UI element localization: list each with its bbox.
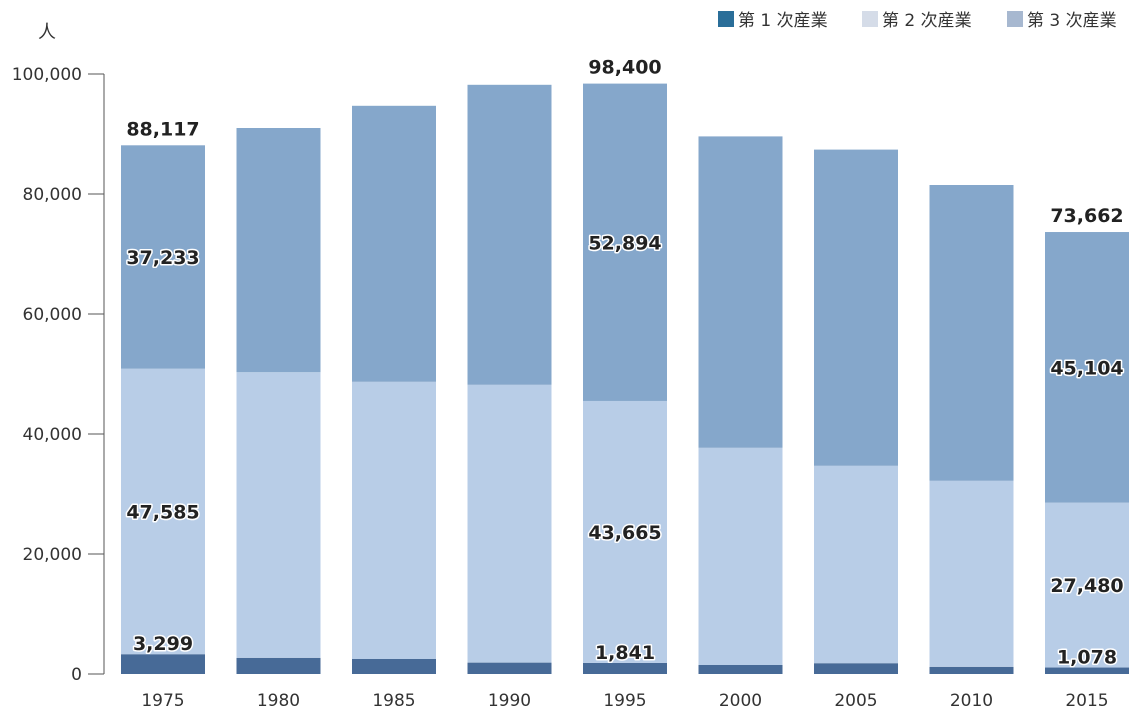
- bar-segment-1-1980: [236, 657, 321, 674]
- bar-segment-1-2005: [814, 663, 898, 674]
- bar-segment-1-2010: [929, 666, 1014, 674]
- segment-value-label: 37,233: [126, 247, 199, 269]
- x-tick-label: 1985: [372, 691, 415, 711]
- data-labels: 3,299 47,585 37,233 88,117 1,841 43,665 52,894…: [125, 57, 1125, 670]
- x-tick-label: 1980: [257, 691, 300, 711]
- bar-segment-1-1995: [583, 662, 667, 674]
- segment-value-label: 52,894: [588, 232, 661, 254]
- bar-segment-1-1985: [352, 659, 436, 674]
- legend: 第 1 次産業 第 2 次産業 第 3 次産業: [718, 11, 1117, 31]
- x-tick-label: 1995: [603, 691, 646, 711]
- legend-label: 第 3 次産業: [1027, 11, 1117, 31]
- legend-swatch: [862, 11, 878, 27]
- bar-segment-2-2015: [1045, 502, 1129, 668]
- segment-value-label: 1,078: [1057, 647, 1117, 669]
- bar-segment-3-2010: [929, 185, 1014, 481]
- bar-segment-3-1985: [352, 105, 436, 382]
- y-tick-label: 40,000: [23, 425, 82, 445]
- legend-label: 第 1 次産業: [738, 11, 828, 31]
- bar-segment-3-1975: [121, 145, 205, 369]
- bar-segment-1-2000: [698, 665, 783, 674]
- legend-swatch: [718, 11, 734, 27]
- x-axis: 1975 1980 1985 1990 1995 2000 2005 2010 2015: [141, 691, 1108, 711]
- x-tick-label: 2015: [1065, 691, 1108, 711]
- bar-segment-3-2005: [814, 149, 898, 466]
- bar-segment-1-1990: [467, 662, 552, 674]
- bar-segment-1-1975: [121, 654, 205, 674]
- y-tick-label: 20,000: [23, 545, 82, 565]
- y-tick-label: 60,000: [23, 305, 82, 325]
- bars: [121, 83, 1129, 674]
- bar-segment-3-1990: [467, 84, 552, 385]
- bar-segment-2-2010: [929, 480, 1014, 667]
- bar-segment-2-1975: [121, 368, 205, 655]
- bar-segment-2-1985: [352, 381, 436, 659]
- bar-segment-2-2000: [698, 447, 783, 665]
- x-tick-label: 2005: [834, 691, 877, 711]
- bar-segment-3-1995: [583, 83, 667, 401]
- x-tick-label: 1975: [141, 691, 184, 711]
- y-tick-label: 0: [71, 665, 82, 685]
- segment-value-label: 47,585: [126, 501, 199, 523]
- legend-label: 第 2 次産業: [882, 11, 972, 31]
- segment-value-label: 3,299: [133, 633, 193, 655]
- y-tick-label: 80,000: [23, 185, 82, 205]
- segment-value-label: 45,104: [1050, 357, 1123, 379]
- y-axis-unit-label: 人: [38, 22, 56, 43]
- segment-value-label: 27,480: [1050, 575, 1123, 597]
- y-tick-label: 100,000: [12, 65, 82, 85]
- bar-segment-1-2015: [1045, 667, 1129, 674]
- bar-segment-3-2000: [698, 136, 783, 448]
- total-value-label: 88,117: [126, 118, 199, 140]
- x-tick-label: 2010: [950, 691, 993, 711]
- segment-value-label: 1,841: [595, 642, 655, 664]
- bar-segment-2-2005: [814, 465, 898, 664]
- segment-value-label: 43,665: [588, 522, 661, 544]
- bar-segment-2-1980: [236, 372, 321, 658]
- y-axis: 0 20,000 40,000 60,000 80,000 100,000: [12, 65, 105, 685]
- bar-segment-3-1980: [236, 128, 321, 373]
- legend-swatch: [1007, 11, 1023, 27]
- total-value-label: 73,662: [1050, 205, 1123, 227]
- bar-segment-2-1995: [583, 400, 667, 663]
- x-tick-label: 1990: [488, 691, 531, 711]
- x-tick-label: 2000: [719, 691, 762, 711]
- total-value-label: 98,400: [588, 57, 661, 79]
- bar-segment-2-1990: [467, 384, 552, 663]
- bar-segment-3-2015: [1045, 232, 1129, 503]
